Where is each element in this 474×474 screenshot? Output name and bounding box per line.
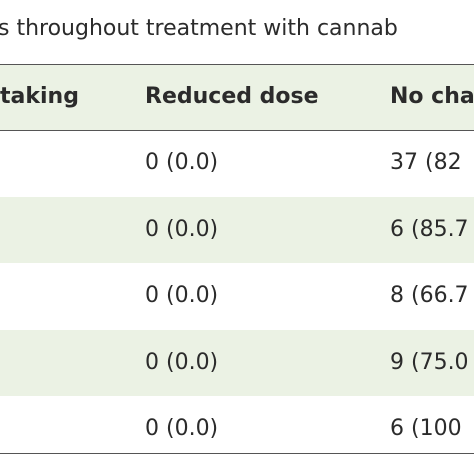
table-cell: 8 (66.7 xyxy=(390,283,469,309)
table-cell: 9 (75.0 xyxy=(390,349,469,375)
rule xyxy=(0,64,474,65)
table-cell: 0 (0.0) xyxy=(145,216,219,242)
table-cell: 6 (85.7 xyxy=(390,216,469,242)
table-cell: 0 (0.0) xyxy=(145,349,219,375)
header-band xyxy=(0,64,474,130)
table-cell: 37 (82 xyxy=(390,150,462,176)
table-cell: 0 (0.0) xyxy=(145,150,219,176)
table-caption: s throughout treatment with cannab xyxy=(0,16,398,41)
row-band xyxy=(0,329,474,396)
header-cell: taking xyxy=(0,84,79,109)
header-cell: Reduced dose xyxy=(145,84,319,109)
header-cell: No cha xyxy=(390,84,474,109)
table-cell: 0 (0.0) xyxy=(145,283,219,309)
row-band xyxy=(0,196,474,263)
rule xyxy=(0,452,474,454)
table-cell: 6 (100 xyxy=(390,416,462,442)
table-cell: 0 (0.0) xyxy=(145,416,219,442)
rule xyxy=(0,130,474,131)
